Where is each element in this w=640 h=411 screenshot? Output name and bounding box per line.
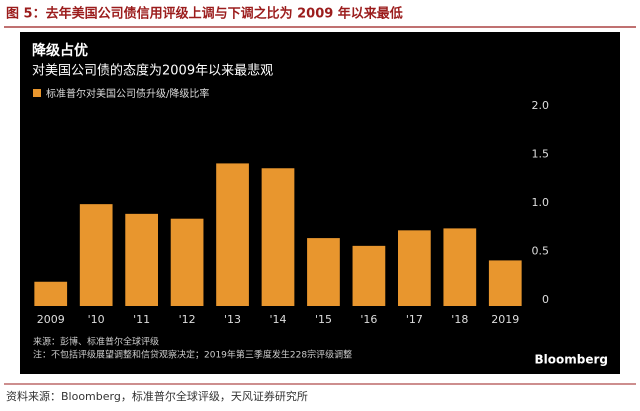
bar (398, 230, 431, 306)
bar (216, 163, 249, 306)
bar (261, 168, 295, 306)
x-tick-label: '11 (133, 313, 150, 326)
x-tick-label: '12 (179, 313, 196, 326)
source: 资料来源：Bloomberg，标准普尔全球评级，天风证券研究所 (6, 389, 308, 403)
bar (34, 281, 68, 306)
x-tick-label: '10 (88, 313, 105, 326)
note: 来源：彭博、标准普尔全球评级 (33, 336, 159, 348)
bar (125, 213, 158, 306)
legend-swatch (33, 89, 41, 97)
bar (352, 245, 386, 306)
legend-label: 标准普尔对美国公司债升级/降级比率 (46, 87, 209, 100)
x-tick-label: '15 (315, 313, 332, 326)
figure-title: 图 5：去年美国公司债信用评级上调与下调之比为 2009 年以来最低 (6, 6, 403, 22)
bar (79, 204, 113, 306)
y-tick-label: 0.5 (532, 245, 550, 258)
y-tick-label: 1.5 (532, 148, 550, 161)
x-tick-label: '18 (451, 313, 468, 326)
x-tick-label: 2009 (37, 313, 65, 326)
chart-panel (20, 32, 620, 374)
x-tick-label: 2019 (491, 313, 519, 326)
x-tick-label: '14 (269, 313, 286, 326)
chart-subtitle: 对美国公司债的态度为2009年以来最悲观 (32, 63, 273, 79)
chart-title: 降级占优 (32, 42, 88, 59)
bar (443, 228, 477, 306)
bar (488, 260, 522, 306)
y-tick-label: 1.0 (532, 196, 550, 209)
bar (170, 218, 204, 306)
x-tick-label: '16 (360, 313, 377, 326)
y-tick-label: 0 (542, 293, 549, 306)
note: 注：不包括评级展望调整和信贷观察决定；2019年第三季度发生228宗评级调整 (33, 349, 352, 361)
bar (307, 238, 340, 306)
y-tick-label: 2.0 (532, 99, 550, 112)
x-tick-label: '13 (224, 313, 241, 326)
x-tick-label: '17 (406, 313, 423, 326)
brand: Bloomberg (535, 353, 609, 367)
